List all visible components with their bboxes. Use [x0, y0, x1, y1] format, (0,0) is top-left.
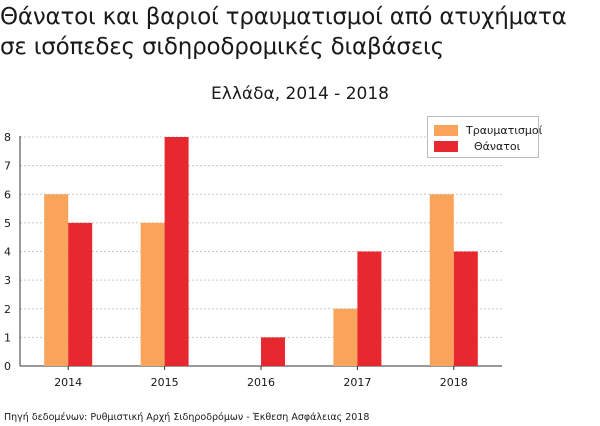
x-tick-label: 2018 — [440, 376, 468, 389]
chart-legend: Τραυματισμοί Θάνατοι — [427, 116, 542, 158]
legend-label-deaths: Θάνατοι — [474, 139, 521, 153]
x-tick-label: 2016 — [247, 376, 275, 389]
bar-deaths — [453, 251, 478, 366]
bar-deaths — [68, 222, 93, 366]
bar-deaths — [164, 137, 189, 366]
chart-subtitle: Ελλάδα, 2014 - 2018 — [211, 84, 389, 104]
y-tick-label: 2 — [4, 303, 11, 316]
chart-title: Θάνατοι και βαριοί τραυματισμοί από ατυχ… — [0, 2, 600, 62]
title-line-1: Θάνατοι και βαριοί τραυματισμοί από ατυχ… — [0, 4, 567, 30]
legend-swatch-injuries — [434, 124, 458, 136]
bar-injuries — [44, 194, 69, 366]
bar-injuries — [429, 194, 454, 366]
y-tick-label: 7 — [4, 160, 11, 173]
data-source-note: Πηγή δεδομένων: Ρυθμιστική Αρχή Σιδηροδρ… — [4, 412, 370, 423]
y-tick-label: 4 — [4, 246, 11, 259]
x-tick-label: 2017 — [343, 376, 371, 389]
y-tick-label: 3 — [4, 274, 11, 287]
legend-item-injuries: Τραυματισμοί — [434, 123, 542, 137]
title-line-2: σε ισόπεδες σιδηροδρομικές διαβάσεις — [0, 34, 444, 60]
bar-deaths — [261, 337, 285, 366]
bar-injuries — [333, 308, 358, 366]
bar-injuries — [140, 222, 165, 366]
y-tick-label: 8 — [4, 131, 11, 144]
x-tick-label: 2015 — [151, 376, 179, 389]
legend-swatch-deaths — [434, 140, 458, 152]
bar-deaths — [357, 251, 382, 366]
legend-label-injuries: Τραυματισμοί — [466, 123, 543, 137]
y-tick-label: 1 — [4, 331, 11, 344]
y-tick-label: 5 — [4, 217, 11, 230]
x-tick-label: 2014 — [54, 376, 82, 389]
y-tick-label: 0 — [4, 360, 11, 373]
legend-item-deaths: Θάνατοι — [434, 139, 520, 153]
y-tick-label: 6 — [4, 188, 11, 201]
